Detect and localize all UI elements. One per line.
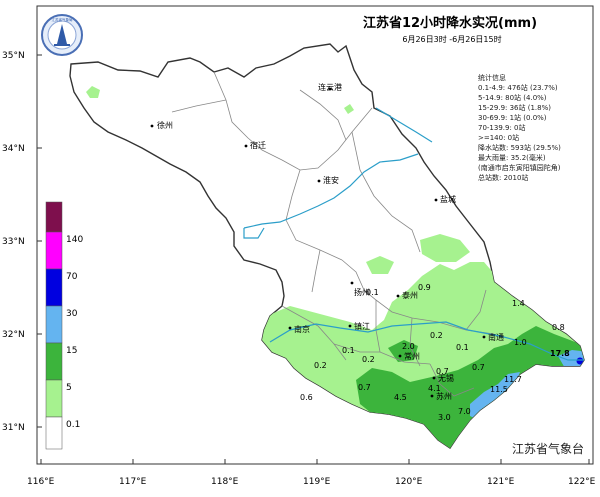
agency-watermark: 江苏省气象台 xyxy=(512,441,584,456)
rain-area-light-yangzhou xyxy=(366,256,394,274)
rain-area-light-north xyxy=(420,234,470,262)
lat-label-31: 31°N xyxy=(2,423,25,433)
legend-label: 140 xyxy=(66,235,83,245)
city-label-zhenjiang: 镇江 xyxy=(354,321,370,331)
rain-value: 7.0 xyxy=(458,407,471,416)
lat-label-34: 34°N xyxy=(2,144,25,154)
rain-max-point xyxy=(576,357,584,365)
district-boundaries xyxy=(171,71,495,397)
city-label-yangzhou: 扬州 xyxy=(354,287,370,297)
legend-swatch xyxy=(45,416,63,450)
legend-swatch xyxy=(45,231,63,270)
rain-value: 0.7 xyxy=(472,363,485,372)
lon-label-120: 120°E xyxy=(395,477,423,487)
lon-tick-marks xyxy=(40,459,590,464)
city-label-wuxi: 无锡 xyxy=(438,374,454,383)
stats-line: 降水站数: 593站 (29.5%) xyxy=(478,143,561,152)
legend-swatch xyxy=(45,342,63,381)
legend-swatch xyxy=(45,379,63,418)
rain-patch-huaian xyxy=(344,104,354,114)
rain-area-heavy xyxy=(470,372,520,420)
legend-label: 70 xyxy=(66,272,78,282)
city-label-yancheng: 盐城 xyxy=(440,194,456,204)
rain-patch-xuzhou xyxy=(86,86,100,98)
lon-label-117: 117°E xyxy=(119,477,147,487)
city-label-huaian: 淮安 xyxy=(323,175,339,185)
rain-value: 2.0 xyxy=(402,342,415,351)
color-legend: 140 70 30 15 5 0.1 xyxy=(45,201,83,450)
lat-label-35: 35°N xyxy=(2,51,25,61)
city-label-xuzhou: 徐州 xyxy=(157,120,173,130)
city-label-taizhou: 泰州 xyxy=(402,290,418,300)
rain-value: 11.7 xyxy=(504,375,522,384)
rain-value: 17.8 xyxy=(550,349,570,358)
rain-value-0-7-west: 0.7 xyxy=(358,383,371,392)
rain-value: 4.1 xyxy=(428,384,441,393)
rain-value: 0.1 xyxy=(456,343,469,352)
stats-line: 70-139.9: 0站 xyxy=(478,123,526,132)
agency-logo: 江苏省气象局 xyxy=(41,14,83,56)
legend-label: 5 xyxy=(66,383,72,393)
stats-line: 30-69.9: 1站 (0.0%) xyxy=(478,113,547,122)
rain-value: 0.8 xyxy=(552,323,565,332)
stats-line: 5-14.9: 80站 (4.0%) xyxy=(478,93,547,102)
city-label-lianyungang: 连云港 xyxy=(318,82,342,92)
stats-line: (南通市启东寅阳镇园陀角) xyxy=(478,163,561,172)
stats-line: 最大雨量: 35.2(毫米) xyxy=(478,153,546,162)
city-label-nanjing: 南京 xyxy=(294,324,310,334)
rain-value: 4.5 xyxy=(394,393,407,402)
lat-tick-marks xyxy=(37,54,42,428)
stats-line: 15-29.9: 36站 (1.8%) xyxy=(478,103,551,112)
stats-line: 0.1-4.9: 476站 (23.7%) xyxy=(478,83,558,92)
map-subtitle: 6月26日3时 -6月26日15时 xyxy=(402,34,501,44)
stats-line: >=140: 0站 xyxy=(478,133,519,142)
rain-value: 0.2 xyxy=(314,361,327,370)
stats-line: 总站数: 2010站 xyxy=(478,173,528,182)
legend-swatch xyxy=(45,305,63,344)
city-label-suqian: 宿迁 xyxy=(250,140,266,150)
rain-area-medium-2 xyxy=(388,340,418,362)
city-label-nantong: 南通 xyxy=(488,332,504,342)
rain-value: 0.9 xyxy=(418,283,431,292)
lon-label-116: 116°E xyxy=(27,477,55,487)
lon-label-121: 121°E xyxy=(487,477,515,487)
lat-label-33: 33°N xyxy=(2,237,25,247)
legend-swatch xyxy=(45,201,63,233)
lon-label-118: 118°E xyxy=(211,477,239,487)
rain-value: 1.4 xyxy=(512,299,525,308)
rain-value: 0.2 xyxy=(430,331,443,340)
rain-value: 0.7 xyxy=(436,367,449,376)
rain-value: 0.2 xyxy=(362,355,375,364)
rain-value: 0.6 xyxy=(300,393,313,402)
rain-value: 3.0 xyxy=(438,413,451,422)
logo-tower-icon xyxy=(57,24,67,44)
logo-text: 江苏省气象局 xyxy=(52,17,73,22)
rain-value: 0.1 xyxy=(366,288,379,297)
rain-value: 1.0 xyxy=(514,338,527,347)
city-label-changzhou: 常州 xyxy=(404,352,420,361)
stats-line: 统计信息 xyxy=(478,73,506,82)
lon-label-119: 119°E xyxy=(303,477,331,487)
lon-label-122: 122°E xyxy=(568,477,596,487)
legend-label: 15 xyxy=(66,346,77,356)
rain-value: 0.1 xyxy=(342,346,355,355)
legend-swatch xyxy=(45,268,63,307)
rain-value: 11.5 xyxy=(490,385,508,394)
statistics-panel: 统计信息 0.1-4.9: 476站 (23.7%) 5-14.9: 80站 (… xyxy=(478,73,561,182)
city-label-suzhou: 苏州 xyxy=(436,391,452,401)
city-markers xyxy=(150,87,486,398)
rivers xyxy=(243,107,584,361)
legend-label: 0.1 xyxy=(66,420,80,430)
lat-label-32: 32°N xyxy=(2,330,25,340)
legend-label: 30 xyxy=(66,309,78,319)
map-title: 江苏省12小时降水实况(mm) xyxy=(363,15,537,31)
